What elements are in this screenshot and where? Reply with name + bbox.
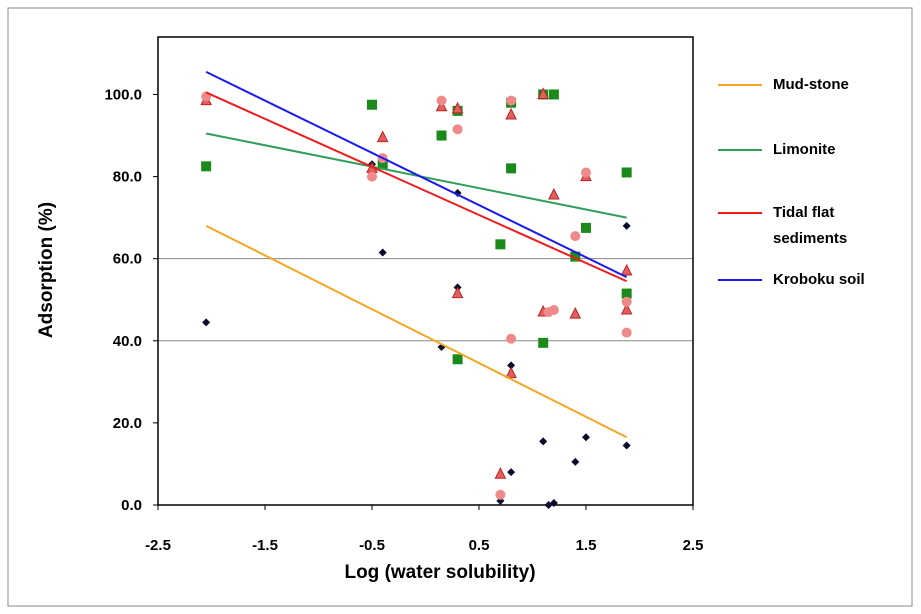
trend-line [205, 70, 628, 279]
point [202, 318, 211, 327]
y-tick-label: 0.0 [121, 497, 142, 514]
point [537, 87, 550, 99]
point [505, 107, 517, 120]
point [621, 167, 632, 178]
point [367, 99, 377, 110]
point [451, 286, 464, 299]
x-axis-label: Log (water solubility) [344, 562, 535, 583]
y-tick-label: 20.0 [113, 415, 142, 432]
point [581, 222, 591, 233]
point [581, 167, 591, 178]
point [507, 468, 516, 477]
trend-line [205, 91, 628, 283]
legend-label: Tidal flat sediments [773, 204, 848, 247]
point [377, 159, 388, 170]
point [621, 327, 632, 338]
point [621, 288, 632, 299]
point [495, 239, 506, 250]
point [622, 441, 631, 450]
point [376, 130, 389, 143]
x-tick-label: -2.5 [145, 537, 171, 554]
x-tick-label: 2.5 [683, 537, 704, 554]
point [538, 337, 549, 348]
point [436, 95, 447, 106]
point [569, 306, 582, 319]
point [495, 489, 506, 500]
point [506, 163, 517, 174]
point [539, 437, 548, 446]
point [620, 302, 633, 315]
point [451, 101, 464, 114]
y-tick-label: 60.0 [113, 251, 142, 268]
point [506, 333, 517, 344]
point [582, 433, 590, 442]
x-tick-label: 0.5 [469, 537, 490, 554]
point [367, 171, 377, 182]
point [548, 305, 559, 315]
point [570, 251, 581, 262]
y-tick-label: 80.0 [113, 169, 142, 186]
point [506, 95, 517, 106]
point [435, 99, 448, 112]
point [622, 221, 631, 230]
x-tick-label: -0.5 [359, 537, 385, 554]
point [548, 89, 559, 100]
point [548, 187, 560, 200]
y-tick-label: 40.0 [113, 333, 142, 350]
legend-label: Limonite [773, 141, 836, 158]
y-tick-label: 100.0 [104, 86, 142, 103]
point [452, 124, 463, 135]
x-tick-label: -1.5 [252, 537, 278, 554]
trend-line [205, 224, 628, 439]
point [505, 366, 517, 379]
point [452, 354, 463, 365]
plot-frame [157, 36, 694, 506]
point [507, 361, 516, 370]
point [494, 467, 507, 479]
point [620, 263, 633, 276]
legend-label: Mud-stone [773, 76, 849, 93]
y-axis-label: Adsorption (%) [36, 202, 57, 338]
point [378, 248, 387, 257]
point [549, 498, 558, 507]
x-tick-label: 1.5 [576, 537, 597, 554]
point [201, 161, 212, 172]
point [621, 296, 632, 307]
point [436, 130, 447, 141]
point [571, 457, 580, 466]
legend-label: Kroboku soil [773, 271, 865, 288]
point [570, 231, 581, 242]
chart-border [7, 7, 913, 607]
